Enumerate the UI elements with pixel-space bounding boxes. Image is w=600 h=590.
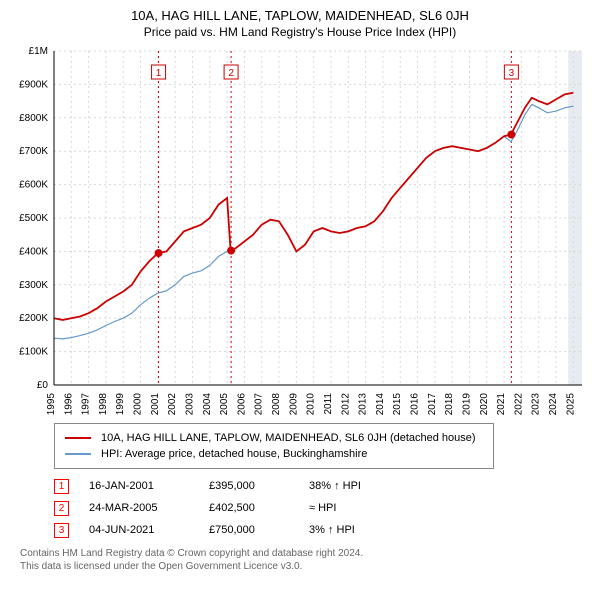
sales-date-1: 16-JAN-2001: [89, 480, 189, 492]
svg-text:2006: 2006: [236, 393, 247, 415]
svg-text:2022: 2022: [513, 393, 524, 415]
svg-text:2002: 2002: [167, 393, 178, 415]
sales-row-1: 1 16-JAN-2001 £395,000 38% ↑ HPI: [54, 475, 592, 497]
sales-pct-1: 38% ↑ HPI: [309, 480, 399, 492]
sales-marker-3: 3: [54, 523, 69, 538]
svg-text:1998: 1998: [98, 393, 109, 415]
svg-text:2007: 2007: [254, 393, 265, 415]
sales-pct-3: 3% ↑ HPI: [309, 524, 399, 536]
sales-row-2: 2 24-MAR-2005 £402,500 ≈ HPI: [54, 497, 592, 519]
svg-text:2025: 2025: [565, 393, 576, 415]
svg-text:2008: 2008: [271, 393, 282, 415]
title-address: 10A, HAG HILL LANE, TAPLOW, MAIDENHEAD, …: [8, 8, 592, 23]
svg-text:£0: £0: [37, 380, 49, 391]
svg-text:2019: 2019: [461, 393, 472, 415]
sales-price-2: £402,500: [209, 502, 289, 514]
legend-swatch-property: [65, 437, 91, 439]
svg-text:2011: 2011: [323, 393, 334, 415]
svg-text:£500K: £500K: [19, 213, 48, 224]
legend-row-hpi: HPI: Average price, detached house, Buck…: [65, 446, 483, 462]
sales-row-3: 3 04-JUN-2021 £750,000 3% ↑ HPI: [54, 519, 592, 541]
title-subtitle: Price paid vs. HM Land Registry's House …: [8, 25, 592, 39]
svg-text:£900K: £900K: [19, 79, 48, 90]
title-area: 10A, HAG HILL LANE, TAPLOW, MAIDENHEAD, …: [8, 8, 592, 39]
footer-line1: Contains HM Land Registry data © Crown c…: [20, 547, 592, 560]
svg-text:3: 3: [509, 68, 515, 79]
svg-text:2000: 2000: [133, 393, 144, 415]
svg-text:2: 2: [228, 68, 234, 79]
svg-text:2024: 2024: [548, 393, 559, 415]
legend-label-property: 10A, HAG HILL LANE, TAPLOW, MAIDENHEAD, …: [101, 432, 476, 444]
svg-text:2009: 2009: [288, 393, 299, 415]
svg-text:2020: 2020: [479, 393, 490, 415]
chart-svg: £0 £100K £200K £300K £400K £500K £600K £700K £80…: [8, 45, 592, 415]
svg-text:£100K: £100K: [19, 347, 48, 358]
sales-marker-1: 1: [54, 479, 69, 494]
svg-text:£600K: £600K: [19, 180, 48, 191]
svg-text:2001: 2001: [150, 393, 161, 415]
svg-text:1999: 1999: [115, 393, 126, 415]
svg-text:2023: 2023: [531, 393, 542, 415]
svg-text:2017: 2017: [427, 393, 438, 415]
svg-text:1996: 1996: [63, 393, 74, 415]
legend-swatch-hpi: [65, 453, 91, 454]
svg-text:2010: 2010: [306, 393, 317, 415]
svg-text:2018: 2018: [444, 393, 455, 415]
legend-box: 10A, HAG HILL LANE, TAPLOW, MAIDENHEAD, …: [54, 423, 494, 469]
sales-table: 1 16-JAN-2001 £395,000 38% ↑ HPI 2 24-MA…: [54, 475, 592, 541]
svg-text:2005: 2005: [219, 393, 230, 415]
container: 10A, HAG HILL LANE, TAPLOW, MAIDENHEAD, …: [0, 0, 600, 577]
svg-text:£400K: £400K: [19, 246, 48, 257]
footer-line2: This data is licensed under the Open Gov…: [20, 560, 592, 573]
svg-text:2014: 2014: [375, 393, 386, 415]
chart-area: £0 £100K £200K £300K £400K £500K £600K £700K £80…: [8, 45, 592, 415]
legend-row-property: 10A, HAG HILL LANE, TAPLOW, MAIDENHEAD, …: [65, 430, 483, 446]
svg-text:1997: 1997: [81, 393, 92, 415]
svg-text:2015: 2015: [392, 393, 403, 415]
svg-text:£800K: £800K: [19, 113, 48, 124]
sales-price-3: £750,000: [209, 524, 289, 536]
svg-text:£200K: £200K: [19, 313, 48, 324]
legend-label-hpi: HPI: Average price, detached house, Buck…: [101, 448, 367, 460]
footer: Contains HM Land Registry data © Crown c…: [20, 547, 592, 573]
svg-text:1995: 1995: [46, 393, 57, 415]
svg-text:2021: 2021: [496, 393, 507, 415]
sales-price-1: £395,000: [209, 480, 289, 492]
svg-text:£700K: £700K: [19, 146, 48, 157]
svg-text:2016: 2016: [410, 393, 421, 415]
svg-text:£300K: £300K: [19, 280, 48, 291]
sales-date-2: 24-MAR-2005: [89, 502, 189, 514]
svg-text:2004: 2004: [202, 393, 213, 415]
svg-text:2013: 2013: [358, 393, 369, 415]
svg-text:1: 1: [156, 68, 162, 79]
sales-date-3: 04-JUN-2021: [89, 524, 189, 536]
sales-marker-2: 2: [54, 501, 69, 516]
svg-text:£1M: £1M: [29, 46, 48, 57]
sales-pct-2: ≈ HPI: [309, 502, 399, 514]
svg-text:2003: 2003: [184, 393, 195, 415]
svg-text:2012: 2012: [340, 393, 351, 415]
